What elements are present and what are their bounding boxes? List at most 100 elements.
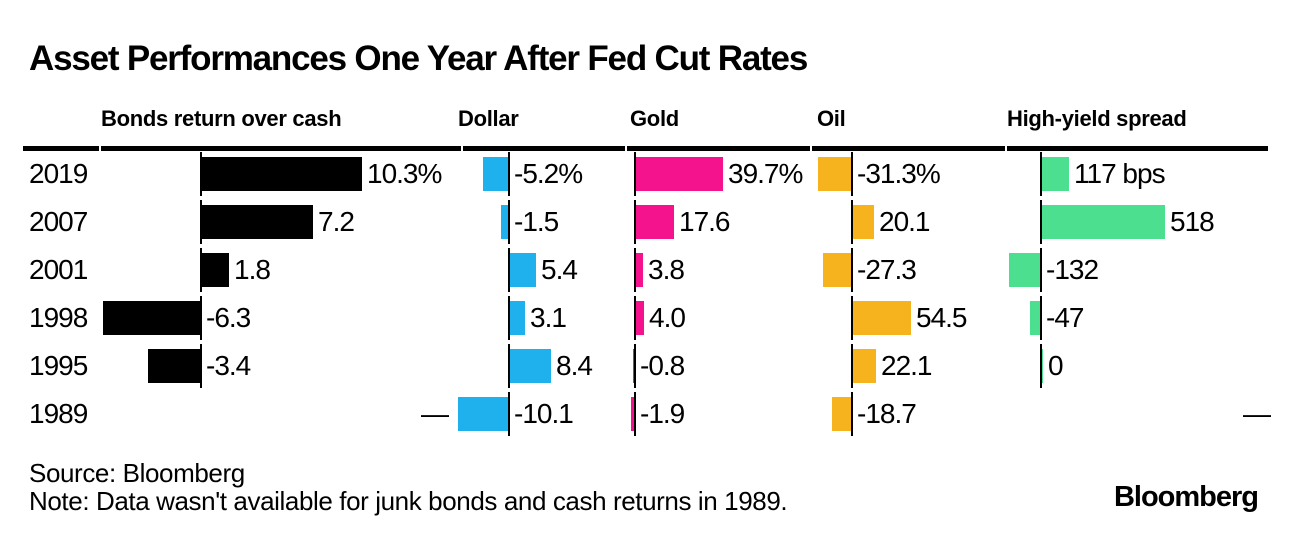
value-label: 8.4: [556, 350, 593, 381]
value-label: 4.0: [649, 302, 686, 333]
baseline-tick: [634, 152, 636, 196]
bar: [1009, 253, 1041, 287]
column-header-dollar: Dollar: [458, 106, 519, 131]
header-rule-segment: [1007, 146, 1268, 151]
value-label: -47: [1046, 302, 1084, 333]
baseline-tick: [634, 296, 636, 340]
bar: [103, 301, 201, 335]
value-label: 3.8: [648, 254, 685, 285]
baseline-tick: [634, 200, 636, 244]
bar: [148, 349, 201, 383]
baseline-tick: [851, 344, 853, 388]
baseline-tick: [851, 152, 853, 196]
baseline-tick: [200, 296, 202, 340]
baseline-tick: [1040, 200, 1042, 244]
bar: [1041, 205, 1165, 239]
baseline-tick: [634, 392, 636, 436]
bar: [852, 349, 876, 383]
bar: [852, 301, 911, 335]
value-label: -1.5: [514, 206, 559, 237]
chart-title: Asset Performances One Year After Fed Cu…: [29, 39, 808, 78]
value-label: -0.8: [640, 350, 685, 381]
missing-dash: —: [421, 398, 449, 429]
header-rule-segment: [23, 146, 99, 151]
column-header-high-yield: High-yield spread: [1007, 106, 1187, 131]
year-label: 2007: [29, 206, 88, 237]
baseline-tick: [508, 248, 510, 292]
year-label: 1989: [29, 398, 88, 429]
value-label: 10.3%: [367, 158, 442, 189]
bar: [1041, 349, 1043, 383]
missing-dash: —: [1243, 398, 1271, 429]
column-header-bonds: Bonds return over cash: [101, 106, 342, 131]
baseline-tick: [1040, 344, 1042, 388]
baseline-tick: [508, 392, 510, 436]
baseline-tick: [1040, 248, 1042, 292]
bar: [635, 253, 643, 287]
baseline-tick: [200, 200, 202, 244]
value-label: -6.3: [206, 302, 251, 333]
value-label: 0: [1048, 350, 1064, 381]
bar: [852, 205, 874, 239]
baseline-tick: [508, 200, 510, 244]
value-label: 518: [1170, 206, 1215, 237]
bar: [631, 397, 635, 431]
bar: [635, 157, 723, 191]
bar: [501, 205, 509, 239]
year-label: 1995: [29, 350, 88, 381]
baseline-tick: [200, 152, 202, 196]
bar: [823, 253, 852, 287]
year-label: 2019: [29, 158, 88, 189]
value-label: 117 bps: [1074, 158, 1166, 189]
value-label: 20.1: [879, 206, 930, 237]
value-label: 3.1: [530, 302, 567, 333]
bar: [818, 157, 852, 191]
header-rule-segment: [812, 146, 1005, 151]
baseline-tick: [634, 344, 636, 388]
year-label: 2001: [29, 254, 88, 285]
bar: [201, 157, 362, 191]
value-label: -27.3: [857, 254, 917, 285]
bloomberg-logo: Bloomberg: [1113, 481, 1259, 513]
value-label: 54.5: [916, 302, 967, 333]
bar: [509, 253, 536, 287]
value-label: -1.9: [640, 398, 685, 429]
baseline-tick: [851, 248, 853, 292]
source-text: Source: Bloomberg: [29, 458, 245, 488]
bar: [635, 301, 644, 335]
bar: [458, 397, 509, 431]
bar: [201, 205, 313, 239]
note-text: Note: Data wasn't available for junk bon…: [29, 486, 788, 516]
bar: [509, 301, 525, 335]
year-label: 1998: [29, 302, 88, 333]
bar: [201, 253, 229, 287]
column-header-gold: Gold: [630, 106, 679, 131]
value-label: -10.1: [514, 398, 574, 429]
value-label: -3.4: [206, 350, 251, 381]
baseline-tick: [1040, 296, 1042, 340]
bar: [635, 205, 674, 239]
bar: [509, 349, 551, 383]
value-label: 39.7%: [728, 158, 803, 189]
header-rule-segment: [627, 146, 810, 151]
bar: [832, 397, 852, 431]
baseline-tick: [200, 248, 202, 292]
value-label: -132: [1046, 254, 1099, 285]
baseline-tick: [851, 200, 853, 244]
baseline-tick: [508, 152, 510, 196]
baseline-tick: [851, 296, 853, 340]
baseline-tick: [200, 344, 202, 388]
bar: [1041, 157, 1069, 191]
baseline-tick: [851, 392, 853, 436]
header-rule-segment: [463, 146, 625, 151]
baseline-tick: [634, 248, 636, 292]
value-label: -18.7: [857, 398, 917, 429]
header-rule-segment: [101, 146, 461, 151]
value-label: 5.4: [541, 254, 578, 285]
value-label: -5.2%: [514, 158, 583, 189]
value-label: 17.6: [679, 206, 730, 237]
baseline-tick: [508, 344, 510, 388]
bar: [483, 157, 509, 191]
value-label: 22.1: [881, 350, 932, 381]
bar: [1030, 301, 1041, 335]
